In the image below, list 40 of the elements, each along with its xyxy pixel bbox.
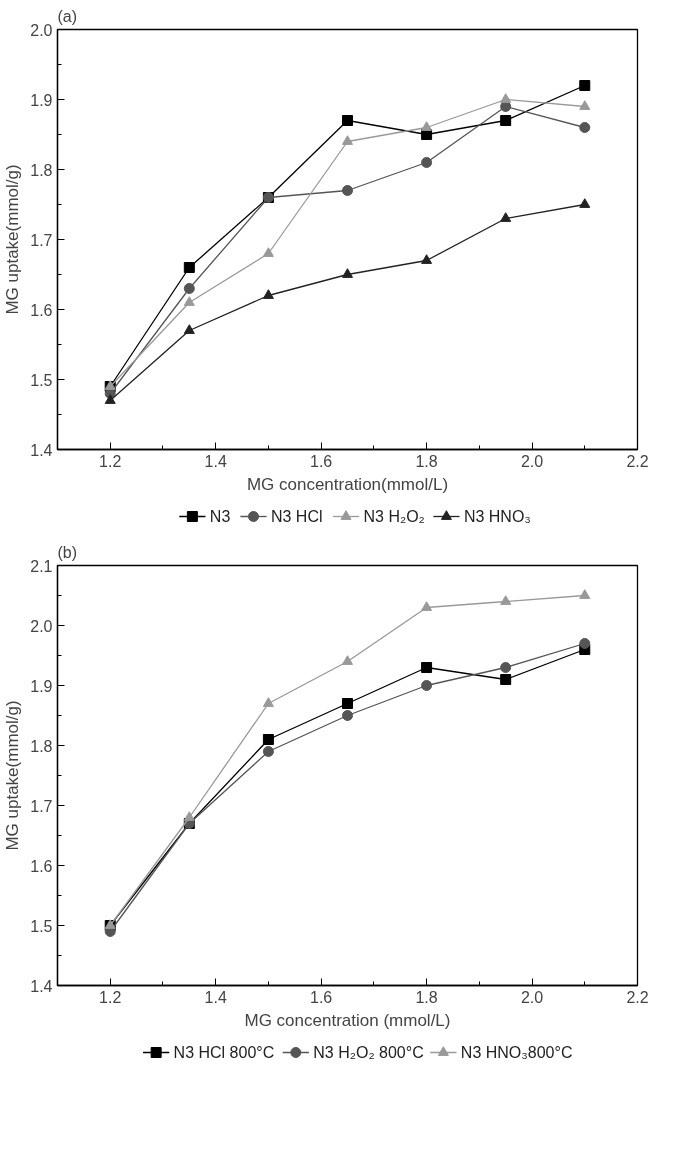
y-tick-label: 2.1 — [30, 557, 53, 575]
x-tick-label: 2.0 — [520, 452, 544, 470]
x-tick-label: 2.2 — [626, 452, 649, 470]
legend-label: N3 HCl 800°C — [173, 1044, 275, 1061]
y-tick-label: 1.9 — [30, 677, 53, 695]
y-tick-label: 1.5 — [30, 371, 53, 389]
x-tick-label: 1.4 — [204, 452, 227, 470]
y-tick-label: 1.5 — [30, 917, 53, 935]
y-tick-label: 1.6 — [30, 301, 53, 319]
y-tick-label: 1.8 — [30, 737, 53, 755]
y-tick-label: 1.9 — [30, 91, 53, 109]
legend-label: N3 H₂O₂ 800°C — [313, 1044, 424, 1061]
chart-title: (b) — [57, 543, 78, 561]
x-tick-label: 2.2 — [626, 988, 649, 1006]
x-tick-label: 1.2 — [99, 452, 122, 470]
x-axis-title: MG concentration (mmol/L) — [244, 1010, 451, 1030]
legend-label: N3 HCl — [270, 508, 323, 525]
y-tick-label: 1.4 — [30, 977, 53, 995]
legend-label: N3 — [209, 508, 231, 525]
y-tick-label: 2.0 — [30, 21, 53, 39]
y-tick-label: 1.4 — [30, 441, 53, 459]
x-axis-title: MG concentration(mmol/L) — [246, 474, 449, 494]
y-axis-title: MG uptake(mmol/g) — [3, 700, 23, 851]
legend-label: N3 HNO₃800°C — [460, 1044, 573, 1061]
x-tick-label: 1.2 — [99, 988, 122, 1006]
y-tick-label: 2.0 — [30, 617, 53, 635]
chart-title: (a) — [57, 7, 78, 25]
x-tick-label: 1.8 — [415, 452, 438, 470]
y-axis-title: MG uptake(mmol/g) — [3, 164, 23, 315]
y-tick-label: 1.7 — [30, 231, 53, 249]
legend-label: N3 HNO₃ — [463, 508, 531, 525]
legend-label: N3 H₂O₂ — [363, 508, 425, 525]
y-tick-label: 1.7 — [30, 797, 53, 815]
x-tick-label: 1.8 — [415, 988, 438, 1006]
x-tick-label: 2.0 — [520, 988, 544, 1006]
y-tick-label: 1.6 — [30, 857, 53, 875]
x-tick-label: 1.4 — [204, 988, 227, 1006]
x-tick-label: 1.6 — [310, 988, 333, 1006]
y-tick-label: 1.8 — [30, 161, 53, 179]
x-tick-label: 1.6 — [310, 452, 333, 470]
